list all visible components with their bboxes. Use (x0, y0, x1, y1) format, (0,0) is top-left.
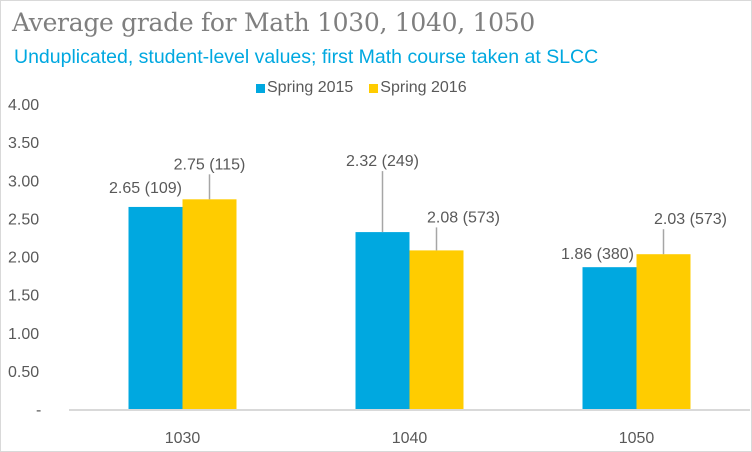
chart-subtitle: Unduplicated, student-level values; firs… (14, 46, 599, 68)
bar-spring-2015-1050 (582, 267, 637, 409)
legend-swatch-spring-2015 (256, 83, 265, 93)
legend-label-spring-2016: Spring 2016 (380, 79, 467, 96)
x-tick-label: 1030 (165, 430, 201, 447)
legend-item-spring-2015: Spring 2015 (256, 79, 353, 97)
x-tick-label: 1050 (619, 430, 655, 447)
y-tick-label: 2.50 (8, 211, 39, 228)
data-label: 2.65 (109) (109, 180, 182, 197)
data-label: 2.32 (249) (346, 153, 419, 170)
bar-spring-2016-1050 (636, 254, 691, 409)
chart-title: Average grade for Math 1030, 1040, 1050 (12, 8, 535, 37)
legend-item-spring-2016: Spring 2016 (369, 79, 467, 97)
y-tick-label: - (36, 402, 41, 419)
legend: Spring 2015 Spring 2016 (256, 79, 467, 97)
x-tick-label: 1040 (392, 430, 428, 447)
y-tick-label: 4.00 (8, 97, 39, 114)
y-tick-label: 3.00 (8, 173, 39, 190)
legend-label-spring-2015: Spring 2015 (267, 79, 354, 96)
data-label: 2.75 (115) (174, 156, 246, 173)
data-label: 1.86 (380) (561, 246, 634, 263)
y-tick-label: 2.00 (8, 250, 39, 267)
bar-spring-2015-1030 (128, 206, 183, 409)
bar-spring-2016-1040 (409, 250, 464, 409)
data-label: 2.08 (573) (427, 209, 500, 226)
y-tick-label: 1.50 (8, 288, 39, 305)
legend-swatch-spring-2016 (369, 83, 379, 93)
bar-spring-2015-1040 (355, 232, 410, 409)
y-tick-label: 1.00 (8, 326, 39, 343)
data-label: 2.03 (573) (654, 211, 727, 228)
y-tick-label: 3.50 (8, 135, 39, 152)
y-tick-label: 0.50 (8, 364, 39, 381)
bar-spring-2016-1030 (182, 199, 237, 409)
